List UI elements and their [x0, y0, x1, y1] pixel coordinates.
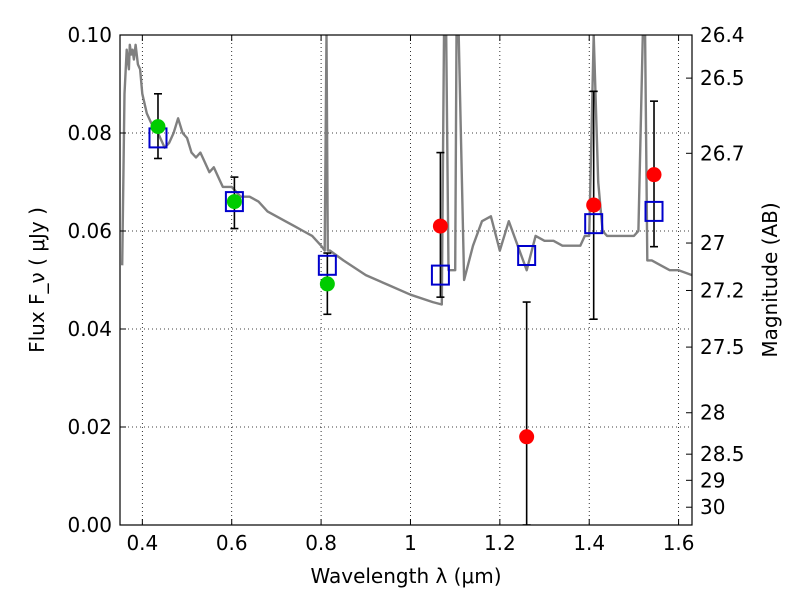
spectrum-layer	[121, 35, 692, 306]
tick-layer: 0.4 0.6 0.8 1 1.2 1.4 1.6 0.00 0.02 0.04 0.06 0.08 0…	[67, 23, 744, 555]
right-tick-label: 30	[700, 495, 725, 519]
right-tick-label: 27.5	[700, 335, 745, 359]
y-tick-label: 0.04	[67, 317, 112, 341]
grid	[120, 34, 692, 526]
wfc3-flux-point	[519, 429, 535, 445]
model-spectrum-line	[121, 35, 692, 306]
right-tick-label: 29	[700, 468, 725, 492]
right-tick-label: 26.5	[700, 66, 745, 90]
y-tick-label: 0.06	[67, 219, 112, 243]
acs-flux-point	[226, 194, 242, 210]
acs-flux-point	[319, 276, 335, 292]
right-tick-label: 27.2	[700, 278, 745, 302]
model-photometry-square	[317, 254, 337, 276]
x-tick-label: 0.6	[216, 531, 248, 555]
y-tick-label: 0.00	[67, 513, 112, 537]
right-tick-label: 27	[700, 231, 725, 255]
x-tick-label: 1.4	[573, 531, 605, 555]
right-axis-title: Magnitude (AB)	[758, 202, 782, 357]
errorbar-layer	[153, 90, 659, 525]
x-tick-label: 0.4	[126, 531, 158, 555]
acs-flux-point	[150, 119, 166, 135]
model-photometry-square	[224, 191, 244, 213]
right-tick-label: 26.7	[700, 141, 745, 165]
right-tick-label: 26.4	[700, 23, 745, 47]
model-photometry-square	[644, 200, 664, 222]
points-layer	[148, 119, 664, 445]
y-tick-label: 0.10	[67, 23, 112, 47]
wfc3-flux-point	[432, 218, 448, 234]
y-tick-label: 0.02	[67, 415, 112, 439]
x-tick-label: 1	[404, 531, 417, 555]
right-tick-label: 28.5	[700, 442, 745, 466]
model-photometry-square	[517, 245, 537, 266]
x-axis-title: Wavelength λ (μm)	[310, 564, 501, 588]
x-tick-label: 0.8	[305, 531, 337, 555]
model-photometry-square	[430, 264, 450, 286]
model-photometry-square	[584, 213, 604, 235]
y-axis-title: Flux F_ν ( μJy )	[25, 207, 49, 353]
x-tick-label: 1.6	[663, 531, 695, 555]
wfc3-flux-point	[586, 197, 602, 213]
wfc3-flux-point	[646, 167, 662, 183]
right-tick-label: 28	[700, 401, 725, 425]
plot-frame	[119, 34, 693, 526]
y-tick-label: 0.08	[67, 121, 112, 145]
x-tick-label: 1.2	[484, 531, 516, 555]
